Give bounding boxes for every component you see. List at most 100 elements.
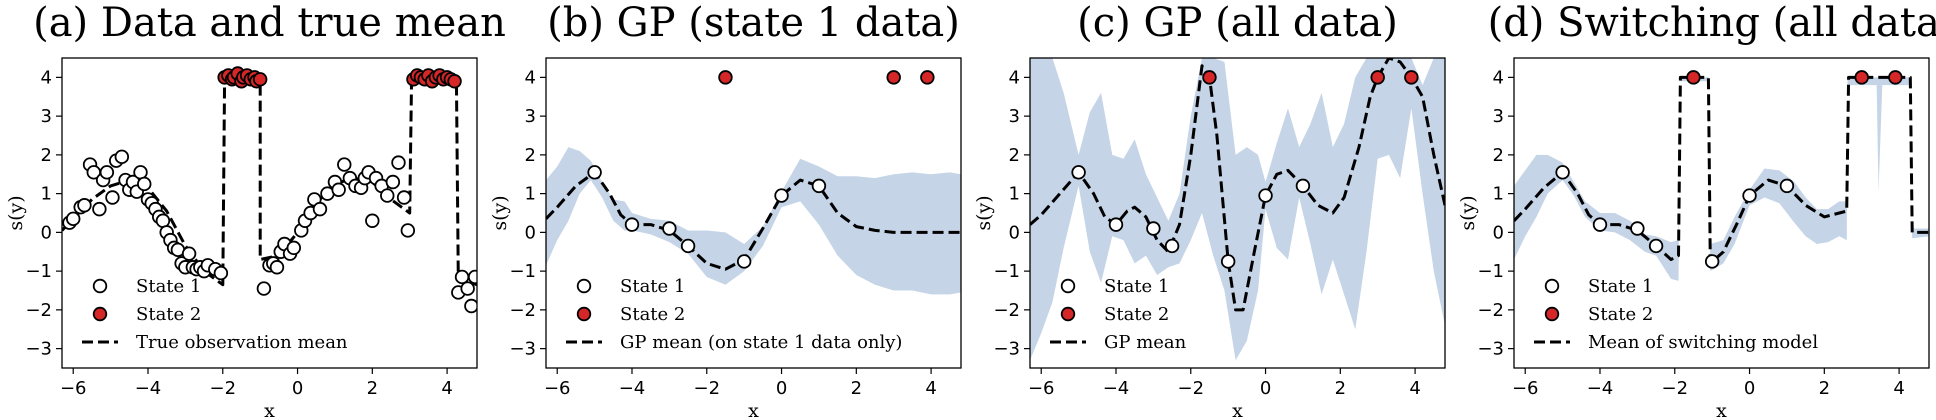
legend-label: State 1 bbox=[620, 276, 685, 297]
x-tick-label: −4 bbox=[135, 378, 162, 399]
state2-point bbox=[1686, 70, 1701, 85]
state1-point bbox=[811, 178, 827, 194]
x-tick-label: 4 bbox=[1409, 378, 1420, 399]
y-tick-label: 3 bbox=[41, 106, 52, 127]
state1-point bbox=[133, 165, 148, 180]
x-tick-label: −2 bbox=[209, 378, 236, 399]
x-axis-label: x bbox=[748, 400, 759, 420]
mean-line bbox=[546, 170, 961, 271]
x-axis-label: x bbox=[1716, 400, 1727, 420]
state1-point bbox=[460, 281, 475, 296]
y-tick-label: 2 bbox=[41, 145, 52, 166]
state1-point bbox=[680, 238, 696, 254]
state2-point bbox=[1854, 70, 1869, 85]
state1-point bbox=[137, 176, 152, 192]
x-tick-label: 2 bbox=[1819, 378, 1830, 399]
y-tick-label: −2 bbox=[1477, 300, 1504, 321]
y-tick-label: −1 bbox=[25, 261, 52, 282]
state1-point bbox=[256, 281, 272, 296]
state1-point bbox=[155, 213, 171, 228]
legend-label: GP mean bbox=[1104, 332, 1187, 353]
state1-point bbox=[181, 246, 197, 261]
state1-point bbox=[467, 269, 477, 285]
legend-label: State 2 bbox=[620, 304, 685, 325]
x-tick-label: 0 bbox=[776, 378, 787, 399]
x-tick-label: −2 bbox=[1661, 378, 1688, 399]
axes-frame bbox=[1513, 57, 1930, 369]
x-tick-label: −4 bbox=[1587, 378, 1614, 399]
y-tick-label: 3 bbox=[1009, 106, 1020, 127]
legend-label: State 1 bbox=[1104, 276, 1169, 297]
y-axis-label: s(y) bbox=[973, 195, 995, 230]
state1-point bbox=[1742, 188, 1757, 203]
y-tick-label: −2 bbox=[25, 300, 52, 321]
state1-point bbox=[662, 221, 677, 236]
y-tick-label: −1 bbox=[993, 261, 1020, 282]
state1-point bbox=[1704, 254, 1720, 269]
state2-point bbox=[1370, 70, 1385, 85]
state1-point bbox=[1108, 217, 1124, 232]
state1-point bbox=[1071, 165, 1086, 180]
y-tick-label: 1 bbox=[41, 184, 52, 205]
state1-point bbox=[774, 188, 789, 203]
state1-point bbox=[66, 211, 81, 227]
y-tick-label: 0 bbox=[1009, 222, 1020, 243]
state1-point bbox=[105, 190, 120, 205]
mean-line bbox=[1514, 75, 1929, 265]
state1-point bbox=[286, 240, 302, 256]
state1-point bbox=[213, 265, 229, 281]
y-tick-label: 4 bbox=[525, 67, 536, 88]
state1-point bbox=[1592, 217, 1608, 232]
state1-point bbox=[587, 165, 602, 180]
x-tick-label: −2 bbox=[693, 378, 720, 399]
x-tick-label: 2 bbox=[367, 378, 378, 399]
x-tick-label: −6 bbox=[1512, 378, 1539, 399]
x-tick-label: −4 bbox=[619, 378, 646, 399]
y-tick-label: 3 bbox=[1493, 106, 1504, 127]
chart-panel-c: (c) GP (all data) −6 −4 −2 0 2 4 −3 −2 −1 0 1 2 3 4 x s(… bbox=[973, 0, 1446, 420]
uncertainty-band bbox=[1030, 58, 1445, 361]
y-tick-label: 2 bbox=[525, 145, 536, 166]
state1-point bbox=[1146, 221, 1161, 236]
legend-label: State 2 bbox=[136, 304, 201, 325]
state1-point bbox=[385, 174, 401, 190]
x-tick-label: 0 bbox=[1744, 378, 1755, 399]
state1-point bbox=[736, 254, 752, 269]
y-tick-label: −3 bbox=[1477, 339, 1504, 360]
legend: State 1 State 2 Mean of switching model bbox=[1534, 276, 1818, 353]
legend-label: GP mean (on state 1 data only) bbox=[620, 332, 902, 353]
y-tick-label: 1 bbox=[1009, 184, 1020, 205]
state1-point bbox=[1779, 178, 1795, 194]
y-tick-label: 1 bbox=[1493, 184, 1504, 205]
legend-marker bbox=[92, 306, 108, 322]
legend-label: State 2 bbox=[1588, 304, 1653, 325]
legend-marker bbox=[1544, 306, 1560, 322]
state2-point bbox=[718, 70, 733, 85]
x-tick-label: 0 bbox=[1260, 378, 1271, 399]
y-axis-label: s(y) bbox=[489, 195, 511, 230]
x-tick-label: −6 bbox=[544, 378, 571, 399]
legend-label: State 2 bbox=[1104, 304, 1169, 325]
state2-point bbox=[1202, 70, 1217, 85]
state1-point bbox=[1220, 254, 1236, 269]
uncertainty-band bbox=[1514, 77, 1929, 281]
state1-point bbox=[391, 155, 406, 170]
y-tick-label: 2 bbox=[1493, 145, 1504, 166]
state1-point bbox=[396, 190, 412, 205]
state1-point bbox=[1555, 165, 1570, 180]
x-axis-label: x bbox=[264, 400, 275, 420]
y-tick-label: 4 bbox=[1493, 67, 1504, 88]
state2-point bbox=[447, 74, 462, 89]
panel-title: (a) Data and true mean bbox=[33, 0, 506, 46]
y-axis-label: s(y) bbox=[5, 195, 27, 230]
y-tick-label: 2 bbox=[1009, 145, 1020, 166]
x-tick-label: 0 bbox=[292, 378, 303, 399]
state1-point bbox=[1648, 238, 1664, 254]
legend: State 1 State 2 GP mean (on state 1 data o… bbox=[566, 276, 902, 353]
y-axis-label: s(y) bbox=[1457, 195, 1479, 230]
state1-point bbox=[99, 165, 115, 180]
y-tick-label: 1 bbox=[525, 184, 536, 205]
chart-panel-a: (a) Data and true mean −6 −4 −2 0 2 4 −3 −2 −1 0 1 2… bbox=[5, 0, 506, 420]
state2-point bbox=[252, 72, 268, 87]
